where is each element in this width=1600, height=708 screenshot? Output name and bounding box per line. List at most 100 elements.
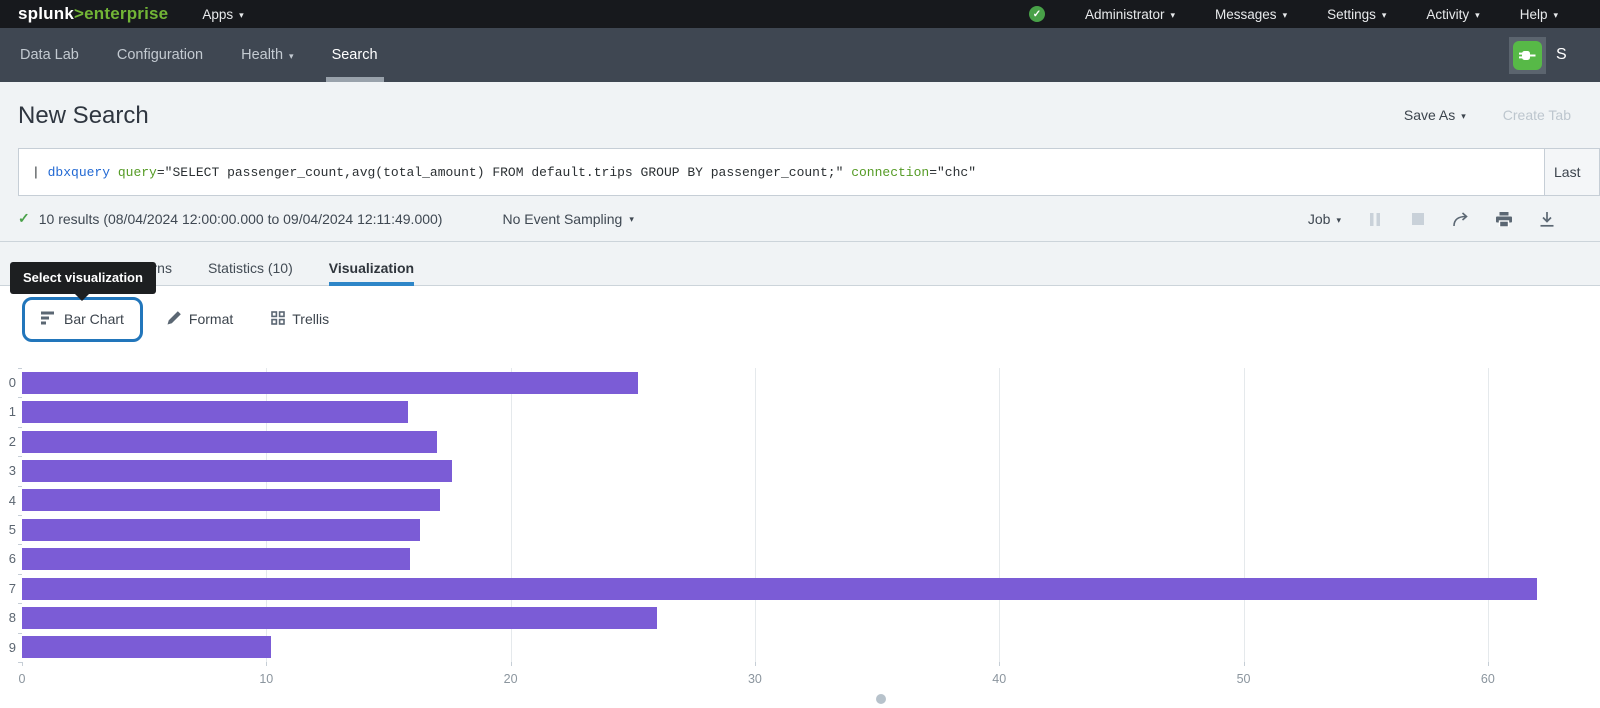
visualization-panel: Bar Chart Format Trellis [0,286,1600,708]
save-as-label: Save As [1403,107,1456,123]
query-token: query [117,164,157,180]
check-icon: ✓ [18,210,30,226]
logo-product: >enterprise [74,4,169,23]
nav-item-search[interactable]: Search [325,28,384,82]
format-button[interactable]: Format [167,310,233,328]
results-bar: ✓ 10 results (08/04/2024 12:00:00.000 to… [0,196,1600,242]
y-axis-label: 3 [8,463,16,479]
y-axis-label: 7 [8,580,16,596]
query-token: | [32,164,48,180]
nav-item-configuration[interactable]: Configuration [117,28,203,82]
menu-label: Help [1519,6,1548,22]
nav-item-label: Health [241,47,284,63]
header-actions: Save As ▾ Create Tab [1404,107,1571,123]
x-axis-label: 50 [1236,672,1251,686]
chart-bar-0[interactable] [22,371,638,394]
apps-menu[interactable]: Apps ▾ [202,7,243,22]
create-table-button-disabled: Create Tab [1502,107,1571,123]
result-tabs: Events (0)PatternsStatistics (10)Visuali… [0,250,1600,286]
tab-label: Statistics (10) [207,260,293,276]
tab-visualization[interactable]: Visualization [328,250,415,286]
topbar-menus: Administrator ▾ Messages ▾ Settings ▾ Activity… [1085,7,1558,22]
y-axis-label: 2 [8,433,16,449]
x-axis-label: 30 [747,672,762,686]
query-token: connection [851,164,930,180]
tab-label: Visualization [328,260,415,276]
y-axis-tick [18,397,22,399]
query-token: dbxquery [47,164,111,180]
y-axis-tick [18,632,22,634]
gridline [266,368,268,662]
chart-bar-6[interactable] [22,548,411,571]
y-axis-label: 1 [8,404,16,420]
job-menu[interactable]: Job ▾ [1308,211,1341,227]
tab-statistics-10[interactable]: Statistics (10) [208,250,293,286]
pause-icon [1366,210,1384,228]
y-axis-label: 4 [8,492,16,508]
query-token: ="chc" [929,164,977,180]
trellis-grid-icon [271,310,286,328]
x-axis-tick [266,662,268,666]
tooltip: Select visualization [10,262,156,301]
save-as-button[interactable]: Save As ▾ [1404,107,1466,123]
trellis-button[interactable]: Trellis [271,310,329,328]
search-input[interactable]: | dbxquery query="SELECT passenger_count… [19,165,1544,180]
page-title: New Search [18,102,149,129]
menu-label: Settings [1327,6,1376,22]
topbar-menu-settings[interactable]: Settings ▾ [1327,7,1386,22]
x-axis-tick [510,662,512,666]
chart-bar-3[interactable] [22,459,452,482]
x-axis-label: 0 [18,672,26,686]
chart-bar-4[interactable] [22,489,440,512]
chart-bar-7[interactable] [22,577,1537,600]
nav-item-data-lab[interactable]: Data Lab [20,28,79,82]
results-status: 10 results (08/04/2024 12:00:00.000 to 0… [38,210,443,227]
chevron-down-icon: ▾ [629,214,634,224]
topbar-menu-help[interactable]: Help ▾ [1520,7,1558,22]
topbar-menu-activity[interactable]: Activity ▾ [1426,7,1479,22]
x-axis-tick [754,662,756,666]
print-icon[interactable] [1495,210,1513,228]
chart-type-button[interactable]: Bar Chart [22,296,143,342]
gridline [1487,368,1489,662]
query-token [110,165,118,180]
chart-bar-9[interactable] [22,636,272,659]
app-nav-bar: Data Lab Configuration Health ▾ Search [0,28,1600,82]
export-icon[interactable] [1538,210,1556,228]
chevron-down-icon: ▾ [239,9,244,20]
chevron-down-icon: ▾ [1282,9,1288,20]
x-axis-tick [1487,662,1489,666]
job-menu-label: Job [1307,211,1331,227]
share-icon[interactable] [1452,210,1470,228]
nav-item-health[interactable]: Health ▾ [241,28,293,82]
pencil-icon [167,310,182,328]
nav-item-label: Configuration [116,47,204,63]
time-range-picker[interactable]: Last [1544,149,1599,195]
y-axis-label: 5 [8,522,16,537]
event-sampling-menu[interactable]: No Event Sampling ▾ [502,211,633,227]
y-axis-tick [18,456,22,458]
bar-chart-icon [41,311,56,328]
chevron-down-icon: ▾ [1381,9,1387,20]
y-axis-label: 9 [8,639,16,655]
nav-item-label: Search [331,47,378,63]
y-axis-tick [18,662,22,663]
page-header: New Search Save As ▾ Create Tab [0,82,1600,148]
x-axis-label: 10 [259,672,274,686]
bar-chart: 0 10 20 30 40 50 60 0 1 2 3 4 5 6 7 8 9 [0,286,1600,708]
menu-label: Messages [1215,6,1277,22]
y-axis-tick [18,603,22,605]
topbar-menu-messages[interactable]: Messages ▾ [1215,7,1287,22]
carousel-dot[interactable] [876,694,886,704]
tooltip-text: Select visualization [23,270,143,285]
y-axis-label: 6 [8,551,16,567]
chart-bar-1[interactable] [22,401,408,424]
chevron-down-icon: ▾ [1336,214,1341,225]
app-icon-frame[interactable] [1509,36,1546,74]
chart-bar-2[interactable] [22,430,438,453]
topbar-menu-administrator[interactable]: Administrator ▾ [1085,7,1175,22]
chart-bar-5[interactable] [22,518,421,541]
gridline [999,368,1001,662]
chart-bar-8[interactable] [22,606,658,629]
y-axis-tick [18,485,22,487]
